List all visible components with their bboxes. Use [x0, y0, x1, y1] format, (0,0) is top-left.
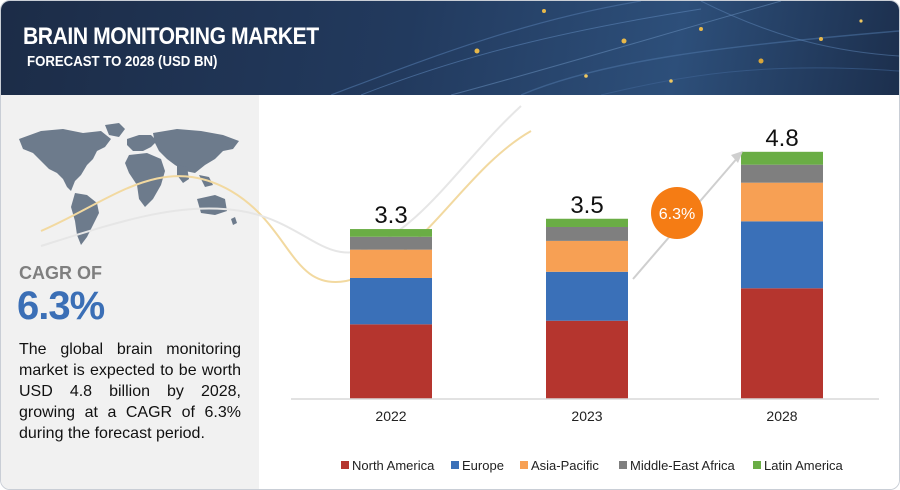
total-label-2022: 3.3 — [374, 202, 407, 229]
market-description: The global brain monitoring market is ex… — [19, 341, 241, 442]
decorative-curve — [40, 130, 532, 284]
bar-segment-asia-pacific-2022 — [350, 249, 432, 278]
legend-swatch — [341, 461, 349, 469]
world-map-icon — [19, 123, 239, 245]
page-subtitle: FORECAST TO 2028 (USD BN) — [27, 53, 218, 70]
total-label-2023: 3.5 — [570, 192, 603, 219]
bar-segment-europe-2022 — [350, 277, 432, 325]
cagr-bubble — [651, 187, 703, 239]
legend-label: North America — [352, 458, 435, 473]
cagr-bubble-label: 6.3% — [659, 206, 695, 223]
x-tick-label: 2022 — [375, 408, 406, 424]
legend-swatch — [619, 461, 627, 469]
header-banner: BRAIN MONITORING MARKET FORECAST TO 2028… — [1, 1, 899, 95]
bar-segment-latin-america-2023 — [546, 218, 628, 227]
legend-swatch — [753, 461, 761, 469]
page-title: BRAIN MONITORING MARKET — [23, 23, 319, 50]
cagr-label: CAGR OF — [19, 263, 102, 283]
bars-group — [350, 151, 823, 399]
banner-light-streaks — [330, 1, 899, 95]
legend-label: Asia-Pacific — [531, 458, 599, 473]
legend-swatch — [520, 461, 528, 469]
total-label-2028: 4.8 — [765, 125, 798, 152]
legend-swatch — [451, 461, 459, 469]
bar-segment-asia-pacific-2028 — [741, 182, 823, 222]
legend-label: Middle-East Africa — [630, 458, 736, 473]
bar-segment-latin-america-2022 — [350, 229, 432, 237]
bar-segment-asia-pacific-2023 — [546, 240, 628, 272]
legend-label: Europe — [462, 458, 504, 473]
cagr-value: 6.3% — [17, 284, 105, 328]
totals-group: 3.3 3.5 4.8 — [374, 125, 798, 229]
legend: North America Europe Asia-Pacific Middle-Ea… — [341, 458, 844, 473]
legend-label: Latin America — [764, 458, 844, 473]
bar-segment-latin-america-2028 — [741, 151, 823, 165]
bar-segment-north-america-2022 — [350, 324, 432, 399]
bar-segment-middle-east-africa-2022 — [350, 236, 432, 250]
bar-segment-europe-2023 — [546, 271, 628, 321]
decorative-curve — [40, 105, 522, 254]
bar-segment-north-america-2023 — [546, 320, 628, 399]
x-tick-labels: 2022 2023 2028 — [375, 408, 797, 424]
bar-segment-north-america-2028 — [741, 288, 823, 399]
bar-segment-middle-east-africa-2023 — [546, 226, 628, 241]
bar-segment-europe-2028 — [741, 221, 823, 289]
cagr-arrowhead — [731, 151, 743, 163]
x-tick-label: 2023 — [571, 408, 602, 424]
bar-segment-middle-east-africa-2028 — [741, 164, 823, 183]
x-tick-label: 2028 — [766, 408, 797, 424]
